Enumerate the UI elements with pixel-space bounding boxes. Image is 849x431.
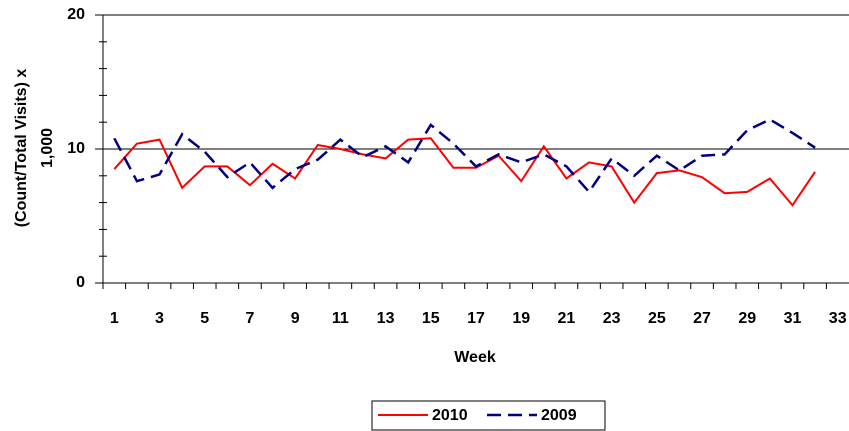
x-tick-label: 25 <box>648 310 666 327</box>
legend-entry: 2009 <box>541 407 577 424</box>
y-tick-label: 20 <box>67 6 85 23</box>
y-axis-label: (Count/Total Visits) x <box>13 69 30 228</box>
x-tick-label: 11 <box>332 310 349 327</box>
x-tick-label: 5 <box>200 310 209 327</box>
x-axis-label: Week <box>454 349 496 366</box>
x-tick-label: 15 <box>422 310 440 327</box>
x-tick-label: 7 <box>245 310 254 327</box>
y-tick-label: 0 <box>76 274 85 291</box>
y-tick-label: 10 <box>67 140 85 157</box>
x-tick-label: 23 <box>603 310 621 327</box>
x-tick-label: 27 <box>693 310 711 327</box>
x-tick-label: 21 <box>558 310 576 327</box>
x-tick-label: 33 <box>829 310 847 327</box>
x-tick-label: 9 <box>291 310 300 327</box>
x-tick-label: 29 <box>738 310 756 327</box>
x-tick-label: 1 <box>110 310 119 327</box>
y-axis-label: 1,000 <box>39 128 56 168</box>
x-tick-label: 19 <box>512 310 530 327</box>
x-tick-label: 13 <box>377 310 395 327</box>
series-line <box>113 118 816 194</box>
x-tick-label: 3 <box>155 310 164 327</box>
x-tick-label: 31 <box>784 310 802 327</box>
series-line <box>113 137 816 207</box>
legend-entry: 2010 <box>432 407 468 424</box>
x-tick-label: 17 <box>467 310 485 327</box>
